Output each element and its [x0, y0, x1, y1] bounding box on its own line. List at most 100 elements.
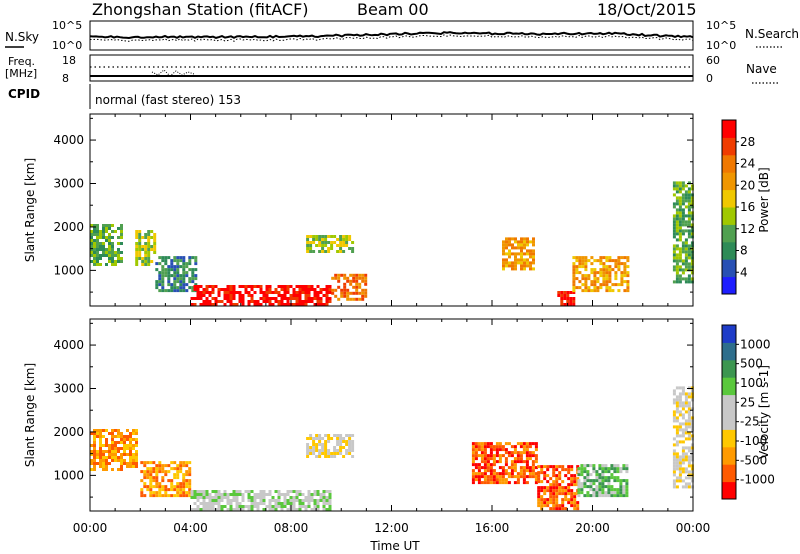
- velocity-echo-cell: [173, 461, 177, 465]
- power-echo-cell: [316, 285, 320, 288]
- velocity-echo-cell: [480, 448, 484, 452]
- velocity-echo-cell: [528, 457, 532, 461]
- power-echo-cell: [188, 262, 192, 266]
- power-echo-cell: [105, 224, 108, 227]
- power-echo-cell: [298, 291, 302, 294]
- power-echo-cell: [108, 239, 111, 242]
- velocity-echo-cell: [543, 477, 547, 481]
- power-echo-cell: [259, 291, 263, 294]
- velocity-echo-cell: [247, 496, 251, 499]
- velocity-echo-cell: [504, 442, 508, 446]
- velocity-echo-cell: [672, 389, 676, 393]
- velocity-echo-cell: [498, 466, 502, 470]
- power-echo-cell: [687, 199, 691, 203]
- power-echo-cell: [687, 205, 691, 209]
- power-echo-cell: [229, 294, 233, 297]
- power-echo-cell: [268, 300, 272, 303]
- velocity-echo-cell: [549, 492, 553, 496]
- velocity-echo-cell: [135, 465, 138, 468]
- velocity-echo-cell: [333, 434, 337, 437]
- noise-panel-frame: [89, 20, 694, 51]
- power-echo-cell: [277, 294, 281, 297]
- velocity-echo-cell: [140, 470, 144, 474]
- power-echo-cell: [208, 285, 212, 288]
- velocity-echo-cell: [351, 443, 355, 446]
- velocity-echo-cell: [292, 502, 296, 505]
- power-echo-cell: [672, 187, 676, 191]
- power-echo-cell: [223, 288, 227, 291]
- power-echo-cell: [105, 251, 108, 254]
- velocity-echo-cell: [549, 495, 553, 499]
- velocity-echo-cell: [188, 488, 192, 492]
- power-echo-cell: [608, 256, 612, 260]
- velocity-echo-cell: [342, 437, 346, 440]
- velocity-echo-cell: [96, 435, 99, 438]
- power-echo-cell: [223, 291, 227, 294]
- velocity-echo-cell: [546, 465, 550, 469]
- power-echo-cell: [306, 250, 310, 253]
- velocity-echo-cell: [607, 476, 611, 480]
- velocity-echo-cell: [250, 496, 254, 499]
- power-echo-cell: [111, 242, 114, 245]
- velocity-echo-cell: [684, 422, 688, 426]
- power-echo-cell: [93, 251, 96, 254]
- velocity-echo-cell: [540, 468, 544, 472]
- velocity-echo-cell: [158, 491, 162, 495]
- power-echo-cell: [508, 255, 511, 259]
- power-echo-cell: [164, 274, 168, 278]
- power-echo-cell: [358, 273, 362, 277]
- velocity-echo-cell: [477, 478, 481, 482]
- velocity-echo-cell: [690, 470, 694, 474]
- velocity-echo-cell: [96, 429, 99, 432]
- power-echo-cell: [611, 259, 615, 263]
- velocity-echo-cell: [140, 494, 144, 498]
- power-echo-cell: [193, 297, 197, 300]
- velocity-echo-cell: [598, 479, 602, 483]
- velocity-echo-cell: [306, 449, 310, 452]
- power-echo-cell: [205, 285, 209, 288]
- velocity-echo-cell: [146, 473, 150, 477]
- velocity-echo-cell: [268, 502, 272, 505]
- velocity-echo-cell: [570, 495, 574, 499]
- velocity-echo-cell: [492, 454, 496, 458]
- power-echo-cell: [167, 277, 171, 281]
- velocity-echo-cell: [690, 485, 694, 489]
- power-echo-cell: [99, 254, 102, 257]
- velocity-echo-cell: [286, 499, 290, 502]
- velocity-echo-cell: [120, 453, 123, 456]
- velocity-echo-cell: [262, 502, 266, 505]
- velocity-echo-cell: [619, 482, 623, 486]
- velocity-echo-cell: [339, 434, 343, 437]
- power-echo-cell: [173, 259, 177, 263]
- velocity-echo-cell: [348, 449, 352, 452]
- velocity-echo-cell: [170, 485, 174, 489]
- power-echo-cell: [578, 286, 582, 290]
- velocity-echo-cell: [471, 457, 475, 461]
- power-echo-cell: [684, 184, 688, 188]
- power-echo-cell: [232, 294, 236, 297]
- velocity-echo-cell: [610, 491, 614, 495]
- power-echo-cell: [557, 294, 561, 297]
- power-echo-cell: [675, 184, 679, 188]
- power-echo-cell: [147, 245, 151, 248]
- velocity-echo-cell: [286, 508, 290, 511]
- power-echo-cell: [623, 289, 627, 293]
- power-echo-cell: [194, 262, 198, 266]
- velocity-echo-cell: [540, 489, 544, 493]
- velocity-echo-cell: [289, 490, 293, 493]
- power-echo-cell: [161, 277, 165, 281]
- velocity-echo-cell: [250, 499, 254, 502]
- velocity-echo-cell: [561, 504, 565, 508]
- velocity-echo-cell: [123, 450, 126, 453]
- velocity-echo-cell: [480, 454, 484, 458]
- velocity-echo-cell: [173, 494, 177, 498]
- velocity-echo-cell: [161, 476, 165, 480]
- power-echo-cell: [232, 285, 236, 288]
- power-echo-cell: [108, 254, 111, 257]
- velocity-echo-cell: [672, 392, 676, 396]
- power-echo-cell: [532, 240, 535, 244]
- power-echo-cell: [608, 274, 612, 278]
- power-echo-cell: [672, 214, 676, 218]
- power-echo-cell: [108, 224, 111, 227]
- velocity-echo-cell: [583, 485, 587, 489]
